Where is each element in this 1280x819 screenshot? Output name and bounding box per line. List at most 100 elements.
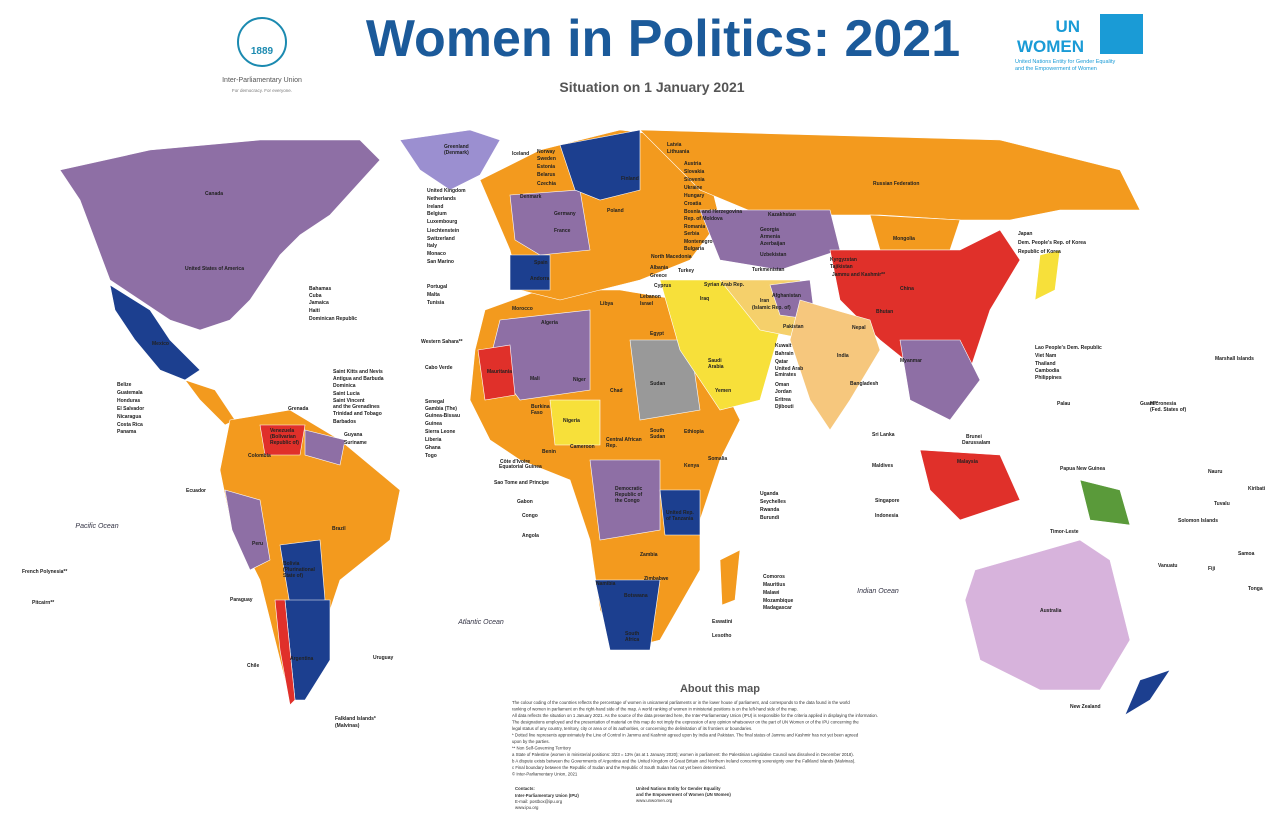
country-label: Barbados (333, 419, 356, 425)
country-label: Gambia (The) (425, 406, 457, 412)
country-label: Rep. (606, 443, 617, 449)
scandinavia (559, 129, 641, 201)
country-label: Peru (252, 541, 263, 547)
about-section: About this map The colour coding of the … (512, 683, 878, 810)
ipu-motto: For democracy. For everyone. (232, 88, 292, 93)
country-label: Oman (775, 382, 789, 388)
contacts-title: Contacts: (515, 786, 535, 791)
country-label: Mauritius (763, 582, 785, 588)
country-label: Republic of Korea (1018, 249, 1061, 255)
country-label: Guinea (425, 421, 442, 427)
ipu-name: Inter-Parliamentary Union (222, 77, 302, 84)
kazakhstan (699, 209, 841, 271)
country-label: Micronesia (1150, 401, 1176, 407)
country-label: Zambia (640, 552, 658, 558)
country-label: Cuba (309, 293, 322, 299)
country-label: Costa Rica (117, 422, 143, 428)
country-label: Croatia (684, 201, 701, 207)
landmasses (59, 129, 1171, 716)
country-label: Cabo Verde (425, 365, 453, 371)
about-text: legal status of any country, territory, … (512, 726, 752, 731)
ocean-label: Pacific Ocean (75, 523, 118, 530)
country-label: Viet Nam (1035, 353, 1057, 359)
country-label: Niger (573, 377, 586, 383)
country-label: Nigeria (563, 418, 580, 424)
country-label: Kenya (684, 463, 699, 469)
country-label: Congo (522, 513, 538, 519)
country-label: Antigua and Barbuda (333, 376, 384, 382)
contact-line: Inter-Parliamentary Union (IPU) (515, 793, 579, 798)
country-label: Dominica (333, 383, 356, 389)
country-label: Tunisia (427, 300, 444, 306)
title: Women in Politics: 2021 (366, 10, 960, 68)
country-label: Bosnia and Herzegovina (684, 209, 742, 215)
unwomen-sub: and the Empowerment of Women (1015, 66, 1097, 72)
country-label: Eritrea (775, 397, 791, 403)
country-label: Myanmar (900, 358, 922, 364)
country-label: Marshall Islands (1215, 356, 1254, 362)
country-label: North Macedonia (651, 254, 692, 260)
country-label: Algeria (541, 320, 558, 326)
country-label: Ireland (427, 204, 443, 210)
contact-line: www.ipu.org (515, 805, 539, 810)
about-text: The designations employed and the presen… (512, 720, 859, 725)
about-text: a State of Palestine (women in ministeri… (512, 752, 854, 757)
country-label: Brazil (332, 526, 346, 532)
about-text: ranking of women in parliament on the ri… (512, 707, 798, 712)
country-label: Saint Lucia (333, 391, 360, 397)
spain (509, 254, 551, 291)
new-zealand (1124, 669, 1171, 716)
country-label: Kuwait (775, 343, 792, 349)
country-label: Mozambique (763, 598, 793, 604)
country-label: Cyprus (654, 283, 671, 289)
country-label: Guyana (344, 432, 363, 438)
central-america (184, 379, 236, 426)
country-label: Serbia (684, 231, 700, 237)
ocean-label: Indian Ocean (857, 588, 899, 595)
unwomen-emblem (1100, 14, 1143, 54)
india (789, 299, 881, 431)
country-label: Hungary (684, 193, 705, 199)
country-label: Tuvalu (1214, 501, 1230, 507)
country-label: Jordan (775, 389, 792, 395)
contact-line: www.unwomen.org (636, 798, 673, 803)
country-label: Saudi (708, 358, 722, 364)
country-label: Falkland Islands* (335, 716, 376, 722)
country-label: Darussalam (962, 440, 991, 446)
unwomen-un: UN (1055, 17, 1080, 36)
country-label: Colombia (248, 453, 271, 459)
country-label: Portugal (427, 284, 448, 290)
country-label: Maldives (872, 463, 893, 469)
country-label: Mongolia (893, 236, 915, 242)
country-labels: Pacific Ocean Atlantic Ocean Indian Ocean C… (22, 142, 1266, 729)
country-label: Nicaragua (117, 414, 141, 420)
country-label: Qatar (775, 359, 788, 365)
japan (1034, 249, 1061, 301)
about-text: c Final boundary between the Republic of… (512, 765, 726, 770)
country-label: Belarus (537, 172, 556, 178)
country-label: Burundi (760, 515, 780, 521)
country-label: Ghana (425, 445, 441, 451)
country-label: Guam** (1140, 401, 1158, 407)
country-label: Republic of (615, 492, 643, 498)
country-label: Azerbaijan (760, 241, 785, 247)
country-label: Ecuador (186, 488, 206, 494)
country-label: Brunei (966, 434, 982, 440)
country-label: Suriname (344, 440, 367, 446)
country-label: Jamaica (309, 300, 329, 306)
country-label: Dominican Republic (309, 316, 357, 322)
country-label: Spain (534, 260, 548, 266)
country-label: Israel (640, 301, 654, 307)
contact-line: United Nations Entity for Gender Equalit… (636, 786, 721, 791)
country-label: (Malvinas) (335, 723, 360, 729)
country-label: Sri Lanka (872, 432, 895, 438)
country-label: France (554, 228, 571, 234)
country-label: Panama (117, 429, 136, 435)
country-label: Bulgaria (684, 246, 704, 252)
country-label: Romania (684, 224, 705, 230)
country-label: Egypt (650, 331, 664, 337)
country-label: Fiji (1208, 566, 1216, 572)
country-label: Eswatini (712, 619, 733, 625)
country-label: Netherlands (427, 196, 456, 202)
country-label: Pitcairn** (32, 600, 54, 606)
